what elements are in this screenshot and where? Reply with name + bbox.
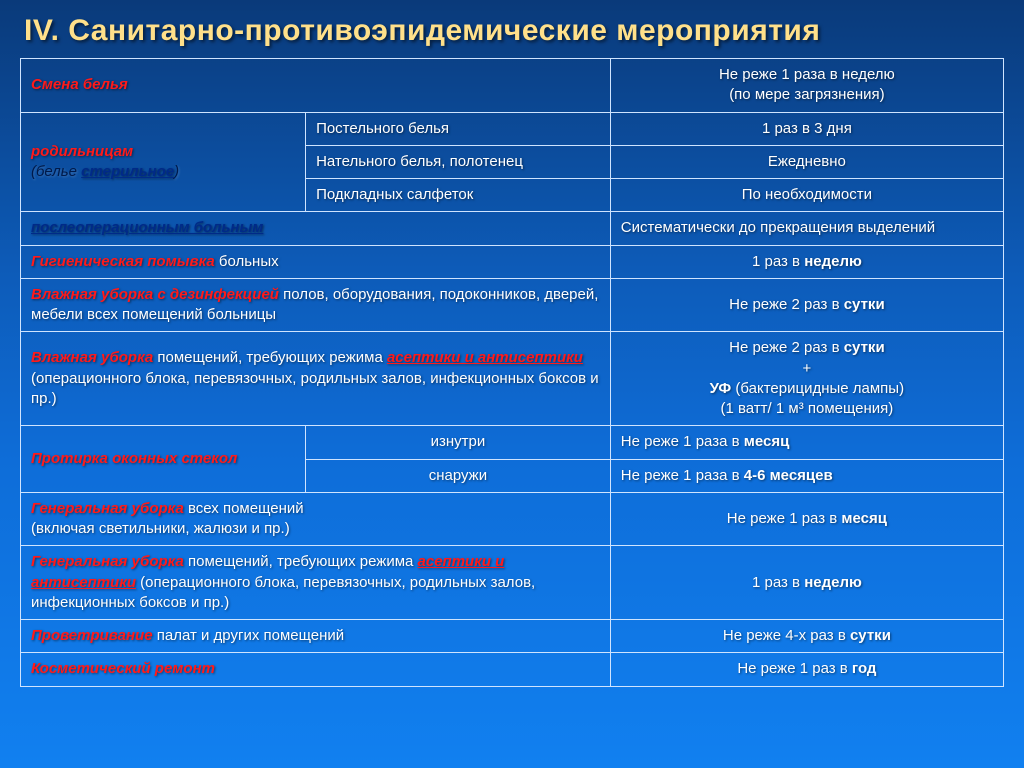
cell-right: Ежедневно	[610, 145, 1003, 178]
cell-right: Не реже 1 раза в неделю (по мере загрязн…	[610, 59, 1003, 113]
cell-right: Не реже 1 раз в месяц	[610, 492, 1003, 546]
cell-left: Смена белья	[21, 59, 611, 113]
cell-right: Систематически до прекращения выделений	[610, 212, 1003, 245]
cell-left: Гигиеническая помывка больных	[21, 245, 611, 278]
cell-bold: сутки	[850, 627, 891, 644]
label-mid: помещений, требующих режима	[184, 553, 418, 570]
cell-text: Постельного белья	[316, 120, 449, 137]
label-red: Гигиеническая помывка	[31, 253, 215, 270]
cell-pre: Не реже 1 раз в	[727, 510, 842, 527]
cell-l1-pre: Не реже 2 раз в	[729, 339, 844, 356]
cell-left: Влажная уборка с дезинфекцией полов, обо…	[21, 278, 611, 332]
cell-right: Не реже 1 раз в год	[610, 653, 1003, 686]
table-row: Генеральная уборка всех помещений (включ…	[21, 492, 1004, 546]
cell-l1-b: сутки	[844, 339, 885, 356]
table-row: Протирка оконных стекол изнутри Не реже …	[21, 426, 1004, 459]
cell-pre: Не реже 4-х раз в	[723, 627, 850, 644]
label-plain2: )	[174, 163, 179, 180]
cell-text: изнутри	[431, 433, 486, 450]
table-row: Косметический ремонт Не реже 1 раз в год	[21, 653, 1004, 686]
cell-right: Не реже 2 раз в сутки + УФ (бактерицидны…	[610, 332, 1003, 426]
cell-right: Не реже 1 раза в месяц	[610, 426, 1003, 459]
cell-mid: Постельного белья	[306, 112, 611, 145]
cell-left: послеоперационным больным	[21, 212, 611, 245]
label-blue: послеоперационным больным	[31, 219, 263, 236]
cell-pre: Не реже 2 раз в	[729, 296, 844, 313]
table-row: Проветривание палат и других помещений Н…	[21, 620, 1004, 653]
label-red: Генеральная уборка	[31, 553, 184, 570]
label-plain: палат и других помещений	[153, 627, 345, 644]
cell-plus: +	[803, 360, 812, 377]
cell-l2-tail: (бактерицидные лампы)	[731, 380, 904, 397]
label-red: Генеральная уборка	[31, 500, 184, 517]
cell-pre: Не реже 1 раза в	[621, 433, 744, 450]
cell-mid: изнутри	[306, 426, 611, 459]
cell-text: Подкладных салфеток	[316, 186, 473, 203]
cell-right: 1 раз в неделю	[610, 245, 1003, 278]
cell-mid: Нательного белья, полотенец	[306, 145, 611, 178]
cell-mid: Подкладных салфеток	[306, 179, 611, 212]
cell-right: Не реже 4-х раз в сутки	[610, 620, 1003, 653]
cell-right: Не реже 1 раза в 4-6 месяцев	[610, 459, 1003, 492]
label-red: Смена белья	[31, 76, 128, 93]
cell-text: Систематически до прекращения выделений	[621, 219, 935, 236]
cell-left: Косметический ремонт	[21, 653, 611, 686]
cell-left: Генеральная уборка помещений, требующих …	[21, 546, 611, 620]
cell-text: По необходимости	[742, 186, 872, 203]
label-red: Влажная уборка с дезинфекцией	[31, 286, 279, 303]
cell-pre: Не реже 1 раз в	[737, 660, 852, 677]
sanitary-table: Смена белья Не реже 1 раза в неделю (по …	[20, 58, 1004, 687]
cell-text: Нательного белья, полотенец	[316, 153, 523, 170]
cell-right: По необходимости	[610, 179, 1003, 212]
cell-left: родильницам (белье стерильное)	[21, 112, 306, 212]
cell-l2-b: УФ	[710, 380, 732, 397]
label-red: Протирка оконных стекол	[31, 450, 237, 467]
label-red-u: асептики и антисептики	[387, 349, 583, 366]
cell-bold: год	[852, 660, 877, 677]
cell-right: Не реже 2 раз в сутки	[610, 278, 1003, 332]
cell-text: Ежедневно	[768, 153, 846, 170]
table-row: Влажная уборка с дезинфекцией полов, обо…	[21, 278, 1004, 332]
cell-mid: снаружи	[306, 459, 611, 492]
cell-left: Протирка оконных стекол	[21, 426, 306, 493]
cell-left: Влажная уборка помещений, требующих режи…	[21, 332, 611, 426]
cell-right: 1 раз в 3 дня	[610, 112, 1003, 145]
label-plain: больных	[215, 253, 279, 270]
cell-pre: 1 раз в	[752, 574, 804, 591]
cell-text: Не реже 1 раза в неделю (по мере загрязн…	[719, 66, 895, 103]
cell-bold: неделю	[804, 574, 862, 591]
label-tail: (операционного блока, перевязочных, роди…	[31, 370, 599, 407]
label-blue: стерильное	[81, 163, 174, 180]
cell-bold: неделю	[804, 253, 862, 270]
table-row: Генеральная уборка помещений, требующих …	[21, 546, 1004, 620]
table-row: Смена белья Не реже 1 раза в неделю (по …	[21, 59, 1004, 113]
cell-text: 1 раз в 3 дня	[762, 120, 852, 137]
cell-bold: 4-6 месяцев	[744, 467, 833, 484]
label-red: родильницам	[31, 143, 133, 160]
table-row: родильницам (белье стерильное) Постельно…	[21, 112, 1004, 145]
cell-pre: 1 раз в	[752, 253, 804, 270]
cell-pre: Не реже 1 раза в	[621, 467, 744, 484]
cell-bold: месяц	[841, 510, 887, 527]
label-mid: помещений, требующих режима	[153, 349, 387, 366]
page-title: IV. Санитарно-противоэпидемические мероп…	[24, 14, 1004, 48]
label-plain: (белье	[31, 163, 81, 180]
cell-left: Проветривание палат и других помещений	[21, 620, 611, 653]
cell-text: снаружи	[429, 467, 487, 484]
cell-bold: сутки	[844, 296, 885, 313]
cell-left: Генеральная уборка всех помещений (включ…	[21, 492, 611, 546]
table-row: Влажная уборка помещений, требующих режи…	[21, 332, 1004, 426]
label-red: Косметический ремонт	[31, 660, 215, 677]
cell-l3: (1 ватт/ 1 м³ помещения)	[720, 400, 893, 417]
label-red: Влажная уборка	[31, 349, 153, 366]
label-red: Проветривание	[31, 627, 153, 644]
table-row: послеоперационным больным Систематически…	[21, 212, 1004, 245]
table-row: Гигиеническая помывка больных 1 раз в не…	[21, 245, 1004, 278]
cell-bold: месяц	[744, 433, 790, 450]
cell-right: 1 раз в неделю	[610, 546, 1003, 620]
